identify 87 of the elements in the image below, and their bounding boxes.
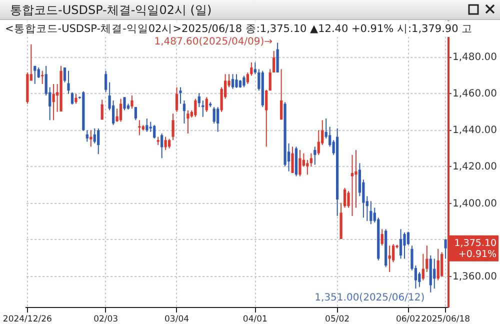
- candlestick: [350, 154, 354, 216]
- y-tick-label: 1,460.00: [452, 88, 498, 100]
- x-tick-label: 2025/06/18: [421, 314, 470, 324]
- candlestick: [104, 70, 108, 93]
- candlestick: [112, 100, 115, 126]
- candlestick: [399, 228, 402, 260]
- candlestick: [418, 272, 421, 288]
- candlestick: [436, 248, 440, 281]
- candlestick: [235, 74, 238, 88]
- candlestick: [422, 253, 424, 281]
- y-tick-label: 1,360.00: [452, 271, 498, 282]
- y-tick-label: 1,480.00: [452, 52, 498, 64]
- candlestick: [37, 67, 40, 78]
- x-tick-label: 04/01: [242, 314, 268, 324]
- candlestick: [97, 128, 100, 155]
- candlestick: [280, 68, 283, 120]
- candlestick: [194, 98, 197, 118]
- candlestick: [138, 120, 141, 136]
- x-tick-label: 02/03: [94, 314, 118, 324]
- candlestick: [272, 50, 276, 73]
- candlestick: [444, 238, 447, 260]
- candlestick: [130, 94, 134, 110]
- annotation: 1,351.00(2025/06/12): [314, 292, 425, 304]
- candlestick: [164, 136, 167, 150]
- candlestick: [90, 130, 92, 148]
- candlestick: [317, 130, 320, 156]
- candlestick: [403, 232, 406, 260]
- candlestick: [153, 124, 156, 139]
- candlestick: [310, 152, 312, 167]
- candlestick: [306, 159, 309, 176]
- candlestick: [168, 138, 171, 149]
- candlestick: [276, 42, 279, 73]
- candlestick: [63, 67, 66, 83]
- candlestick: [265, 89, 268, 148]
- candlestick: [70, 92, 74, 105]
- candlestick: [354, 149, 358, 208]
- x-tick-label: 05/02: [325, 314, 350, 324]
- candlestick: [392, 243, 395, 263]
- candlestick: [212, 106, 216, 124]
- candlestick: [242, 75, 246, 88]
- candlestick: [343, 187, 346, 208]
- x-tick-label: 2024/12/26: [2, 314, 52, 324]
- candlestick: [186, 110, 190, 134]
- candlestick: [172, 113, 174, 141]
- chart-subtitle: <통합코드-USDSP-체결-익일02시>2025/06/18 종:1,375.10 ▲12.40 +0.91% 시:1,379.90 고: [3, 21, 475, 37]
- candlestick: [380, 228, 384, 246]
- candlestick: [175, 86, 178, 112]
- y-tick-label: 1,400.00: [452, 198, 498, 210]
- candlestick: [250, 62, 253, 76]
- y-tick-label: 1,420.00: [452, 162, 498, 173]
- candlestick: [123, 96, 126, 111]
- candlestick: [134, 106, 138, 121]
- candlestick: [426, 245, 428, 273]
- candlestick: [100, 99, 104, 120]
- candlestick: [268, 68, 272, 92]
- candlestick: [291, 146, 294, 174]
- x-tick-label: 03/04: [164, 314, 190, 324]
- candlestick: [216, 106, 220, 132]
- chart-title: 통합코드-USDSP-체결-익일02시 (일): [10, 2, 212, 19]
- candlestick: [160, 133, 164, 159]
- candlestick: [205, 96, 208, 112]
- candlestick: [254, 62, 256, 75]
- candlestick: [440, 252, 444, 278]
- candlestick: [231, 74, 234, 90]
- candlestick: [41, 70, 44, 84]
- candlestick: [406, 231, 410, 246]
- candlestick: [86, 130, 88, 142]
- candlestick: [370, 200, 372, 225]
- candlestick: [314, 146, 316, 166]
- candlestick: [67, 70, 70, 94]
- candlestick: [52, 83, 55, 121]
- candlestick: [298, 149, 302, 177]
- candlestick: [246, 72, 250, 84]
- candlestick: [179, 86, 182, 104]
- annotation: 1,487.60(2025/04/09)→: [154, 36, 273, 48]
- text: 1,375.10: [454, 238, 497, 249]
- candlestick: [93, 128, 96, 144]
- text: +0.91%: [458, 248, 497, 260]
- candlestick: [74, 93, 78, 104]
- candlestick: [119, 98, 122, 122]
- candlestick: [198, 92, 200, 108]
- x-tick-label: 06/02: [396, 314, 420, 324]
- candlestick: [433, 258, 436, 290]
- candlestick: [34, 65, 36, 84]
- candlestick: [146, 118, 148, 132]
- y-tick-label: 1,440.00: [452, 125, 498, 136]
- candlestick: [182, 100, 186, 124]
